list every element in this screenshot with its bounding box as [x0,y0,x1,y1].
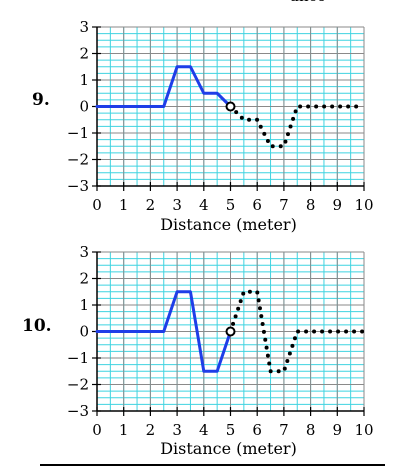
y-tick-label: 0 [79,323,89,341]
x-tick-label: 7 [279,421,289,439]
bottom-rule [40,464,385,466]
problem-number-9: 9. [32,90,50,110]
x-tick-label: 4 [199,196,209,214]
x-tick-label: 10 [354,421,373,439]
x-tick-label: 0 [92,421,102,439]
y-tick-label: 3 [79,18,89,36]
y-tick-label: −1 [67,349,89,367]
y-tick-label: 3 [79,243,89,261]
x-tick-label: 3 [172,421,182,439]
x-tick-label: 5 [226,196,236,214]
x-tick-label: 5 [226,421,236,439]
problem-number-10: 10. [22,316,52,336]
open-circle-marker [225,326,236,337]
x-tick-label: 7 [279,196,289,214]
y-tick-label: 1 [79,296,89,314]
x-tick-label: 3 [172,196,182,214]
x-axis-label: Distance (meter) [160,439,297,458]
x-tick-label: 9 [333,421,343,439]
x-tick-label: 4 [199,421,209,439]
y-tick-label: 2 [79,270,89,288]
open-circle-marker [225,101,236,112]
solid-series-line [95,65,232,108]
x-tick-label: 1 [119,421,129,439]
y-tick-label: −1 [67,124,89,142]
x-tick-label: 8 [306,196,316,214]
dotted-series-line [228,289,366,374]
solid-series-line [95,290,232,373]
x-axis-label: Distance (meter) [160,215,297,234]
header-fragment-text: ance (meter) [290,0,347,8]
x-tick-label: 8 [306,421,316,439]
x-tick-label: 9 [333,196,343,214]
y-tick-label: 2 [79,45,89,63]
x-tick-label: 2 [146,196,156,214]
y-tick-label: −3 [67,402,89,420]
y-tick-label: −2 [67,376,89,394]
x-tick-label: 6 [252,196,262,214]
x-tick-label: 10 [354,196,373,214]
x-tick-label: 2 [146,421,156,439]
y-tick-label: −3 [67,177,89,195]
x-tick-label: 6 [252,421,262,439]
x-tick-label: 1 [119,196,129,214]
y-tick-label: 0 [79,98,89,116]
x-tick-label: 0 [92,196,102,214]
dotted-series-line [228,104,366,149]
header-fragment: ance (meter) [290,0,360,8]
y-tick-label: 1 [79,71,89,89]
y-tick-label: −2 [67,151,89,169]
